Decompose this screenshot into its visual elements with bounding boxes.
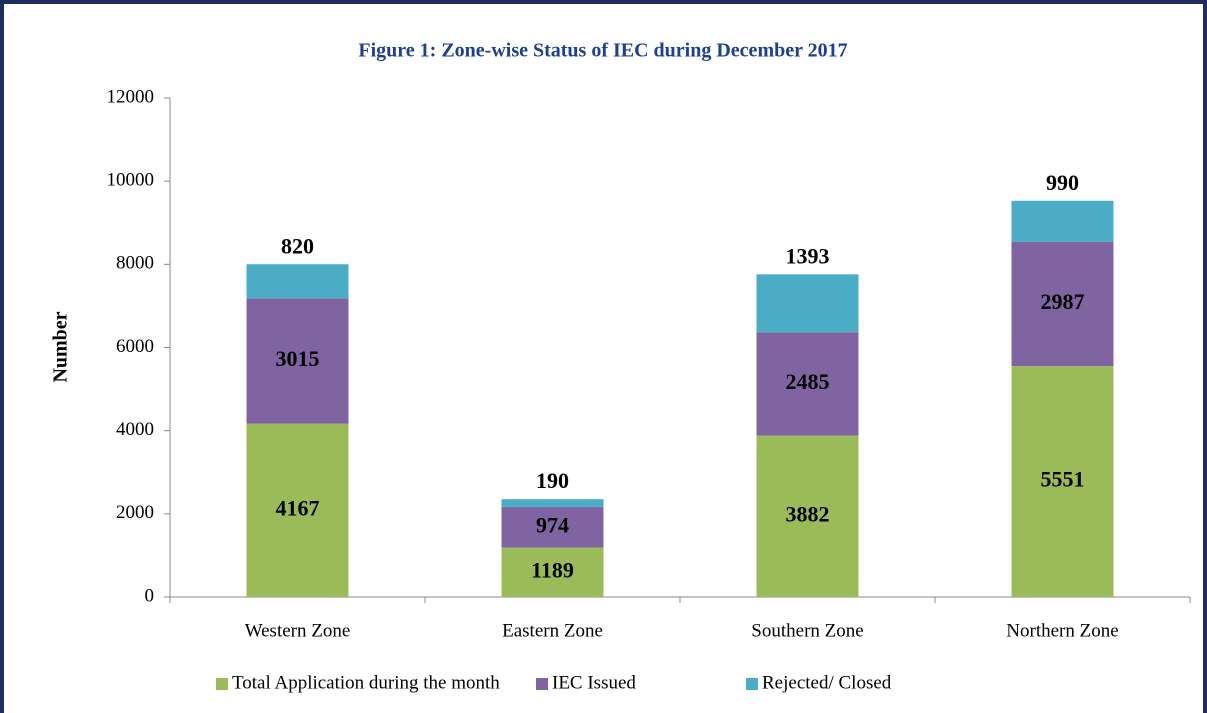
y-tick-label: 4000: [116, 419, 154, 440]
y-tick-label: 0: [145, 585, 155, 606]
x-tick-label: Southern Zone: [751, 620, 863, 641]
bar-segment: [246, 298, 349, 424]
data-label: 990: [1046, 170, 1079, 195]
data-label: 190: [536, 468, 569, 493]
chart-title: Figure 1: Zone-wise Status of IEC during…: [358, 40, 847, 62]
data-label: 974: [536, 512, 569, 537]
data-label: 2485: [786, 369, 830, 394]
data-label: 3015: [276, 346, 320, 371]
legend-label: Total Application during the month: [232, 672, 500, 693]
y-tick-label: 10000: [107, 170, 155, 191]
y-tick-label: 8000: [116, 253, 154, 274]
data-label: 2987: [1041, 289, 1085, 314]
bar-segment: [756, 274, 859, 333]
bar-segment: [501, 547, 604, 597]
y-tick-label: 6000: [116, 336, 154, 357]
y-tick-label: 2000: [116, 502, 154, 523]
bar-segment: [501, 499, 604, 508]
x-tick-label: Eastern Zone: [502, 620, 603, 641]
x-tick-label: Northern Zone: [1006, 620, 1118, 641]
bar-segment: [1011, 366, 1114, 597]
bar-segment: [756, 332, 859, 436]
x-tick-label: Western Zone: [245, 620, 351, 641]
legend-label: Rejected/ Closed: [762, 672, 892, 693]
data-label: 4167: [276, 495, 320, 520]
data-label: 1189: [531, 557, 574, 582]
legend-swatch: [746, 678, 758, 690]
legend-swatch: [216, 678, 228, 690]
legend-swatch: [536, 678, 548, 690]
bar-segment: [246, 423, 349, 597]
y-axis-label: Number: [50, 311, 72, 382]
bar-segment: [501, 507, 604, 548]
data-label: 3882: [786, 501, 830, 526]
bar-segment: [246, 264, 349, 299]
data-label: 820: [281, 233, 314, 258]
data-label: 5551: [1041, 467, 1085, 492]
y-tick-label: 12000: [107, 86, 155, 107]
legend-label: IEC Issued: [552, 672, 636, 693]
bar-segment: [1011, 241, 1114, 367]
bar-segment: [1011, 200, 1114, 242]
data-label: 1393: [786, 243, 830, 268]
bar-segment: [756, 435, 859, 597]
